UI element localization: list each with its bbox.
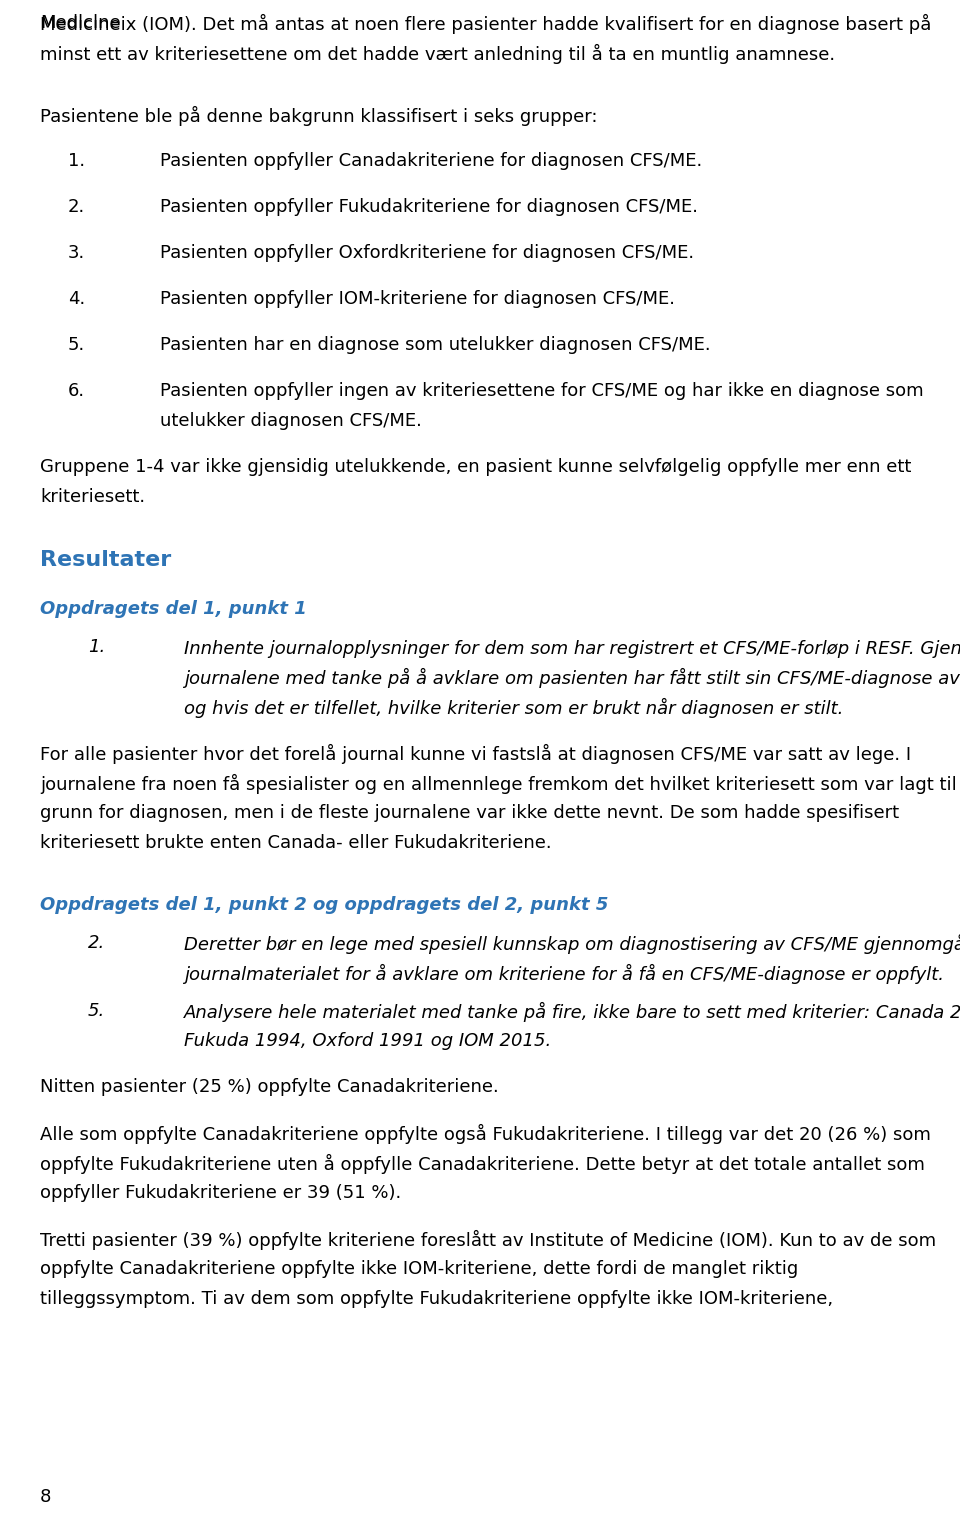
Text: 2.: 2. — [68, 197, 85, 216]
Text: Nitten pasienter (25 %) oppfylte Canadakriteriene.: Nitten pasienter (25 %) oppfylte Canadak… — [40, 1078, 499, 1096]
Text: Deretter bør en lege med spesiell kunnskap om diagnostisering av CFS/ME gjennomg: Deretter bør en lege med spesiell kunnsk… — [184, 934, 960, 955]
Text: For alle pasienter hvor det forelå journal kunne vi fastslå at diagnosen CFS/ME : For alle pasienter hvor det forelå journ… — [40, 744, 911, 764]
Text: 1.: 1. — [88, 638, 106, 656]
Text: journalene fra noen få spesialister og en allmennlege fremkom det hvilket kriter: journalene fra noen få spesialister og e… — [40, 774, 957, 794]
Text: kriteriesett brukte enten Canada- eller Fukudakriteriene.: kriteriesett brukte enten Canada- eller … — [40, 833, 552, 852]
Text: Analysere hele materialet med tanke på fire, ikke bare to sett med kriterier: Ca: Analysere hele materialet med tanke på f… — [184, 1002, 960, 1022]
Text: Oppdragets del 1, punkt 2 og oppdragets del 2, punkt 5: Oppdragets del 1, punkt 2 og oppdragets … — [40, 896, 609, 914]
Text: kriteriesett.: kriteriesett. — [40, 487, 145, 505]
Text: tilleggssymptom. Ti av dem som oppfylte Fukudakriteriene oppfylte ikke IOM-krite: tilleggssymptom. Ti av dem som oppfylte … — [40, 1290, 833, 1309]
Text: 1.: 1. — [68, 152, 85, 170]
Text: minst ett av kriteriesettene om det hadde vært anledning til å ta en muntlig ana: minst ett av kriteriesettene om det hadd… — [40, 44, 835, 64]
Text: Tretti pasienter (39 %) oppfylte kriteriene foreslått av Institute of Medicine (: Tretti pasienter (39 %) oppfylte kriteri… — [40, 1230, 936, 1251]
Text: Pasienten oppfyller Oxfordkriteriene for diagnosen CFS/ME.: Pasienten oppfyller Oxfordkriteriene for… — [160, 244, 694, 263]
Text: Pasienten oppfyller ingen av kriteriesettene for CFS/ME og har ikke en diagnose : Pasienten oppfyller ingen av kriterieset… — [160, 383, 924, 401]
Text: 2.: 2. — [88, 934, 106, 952]
Text: Pasienten oppfyller Canadakriteriene for diagnosen CFS/ME.: Pasienten oppfyller Canadakriteriene for… — [160, 152, 703, 170]
Text: Innhente journalopplysninger for dem som har registrert et CFS/ME-forløp i RESF.: Innhente journalopplysninger for dem som… — [184, 638, 960, 659]
Text: Gruppene 1-4 var ikke gjensidig utelukkende, en pasient kunne selvfølgelig oppfy: Gruppene 1-4 var ikke gjensidig utelukke… — [40, 458, 911, 477]
Text: Oppdragets del 1, punkt 1: Oppdragets del 1, punkt 1 — [40, 600, 307, 618]
Text: oppfyller Fukudakriteriene er 39 (51 %).: oppfyller Fukudakriteriene er 39 (51 %). — [40, 1184, 401, 1202]
Text: Pasientene ble på denne bakgrunn klassifisert i seks grupper:: Pasientene ble på denne bakgrunn klassif… — [40, 106, 597, 126]
Text: utelukker diagnosen CFS/ME.: utelukker diagnosen CFS/ME. — [160, 411, 421, 430]
Text: Alle som oppfylte Canadakriteriene oppfylte også Fukudakriteriene. I tillegg var: Alle som oppfylte Canadakriteriene oppfy… — [40, 1123, 931, 1145]
Text: og hvis det er tilfellet, hvilke kriterier som er brukt når diagnosen er stilt.: og hvis det er tilfellet, hvilke kriteri… — [184, 698, 844, 718]
Text: Medicineix (IOM). Det må antas at noen flere pasienter hadde kvalifisert for en : Medicineix (IOM). Det må antas at noen f… — [40, 14, 931, 33]
Text: Fukuda 1994, Oxford 1991 og IOM 2015.: Fukuda 1994, Oxford 1991 og IOM 2015. — [184, 1032, 551, 1050]
Text: Pasienten oppfyller Fukudakriteriene for diagnosen CFS/ME.: Pasienten oppfyller Fukudakriteriene for… — [160, 197, 698, 216]
Text: Resultater: Resultater — [40, 550, 171, 569]
Text: 3.: 3. — [68, 244, 85, 263]
Text: Pasienten har en diagnose som utelukker diagnosen CFS/ME.: Pasienten har en diagnose som utelukker … — [160, 335, 710, 354]
Text: oppfylte Fukudakriteriene uten å oppfylle Canadakriteriene. Dette betyr at det t: oppfylte Fukudakriteriene uten å oppfyll… — [40, 1154, 924, 1173]
Text: 5.: 5. — [88, 1002, 106, 1020]
Text: journalene med tanke på å avklare om pasienten har fått stilt sin CFS/ME-diagnos: journalene med tanke på å avklare om pas… — [184, 668, 960, 688]
Text: journalmaterialet for å avklare om kriteriene for å få en CFS/ME-diagnose er opp: journalmaterialet for å avklare om krite… — [184, 964, 944, 984]
Text: Medicine: Medicine — [40, 14, 121, 32]
Text: 8: 8 — [40, 1488, 52, 1506]
Text: 6.: 6. — [68, 383, 85, 401]
Text: oppfylte Canadakriteriene oppfylte ikke IOM-kriteriene, dette fordi de manglet r: oppfylte Canadakriteriene oppfylte ikke … — [40, 1260, 799, 1278]
Text: grunn for diagnosen, men i de fleste journalene var ikke dette nevnt. De som had: grunn for diagnosen, men i de fleste jou… — [40, 805, 900, 823]
Text: 5.: 5. — [68, 335, 85, 354]
Text: Pasienten oppfyller IOM-kriteriene for diagnosen CFS/ME.: Pasienten oppfyller IOM-kriteriene for d… — [160, 290, 675, 308]
Text: 4.: 4. — [68, 290, 85, 308]
